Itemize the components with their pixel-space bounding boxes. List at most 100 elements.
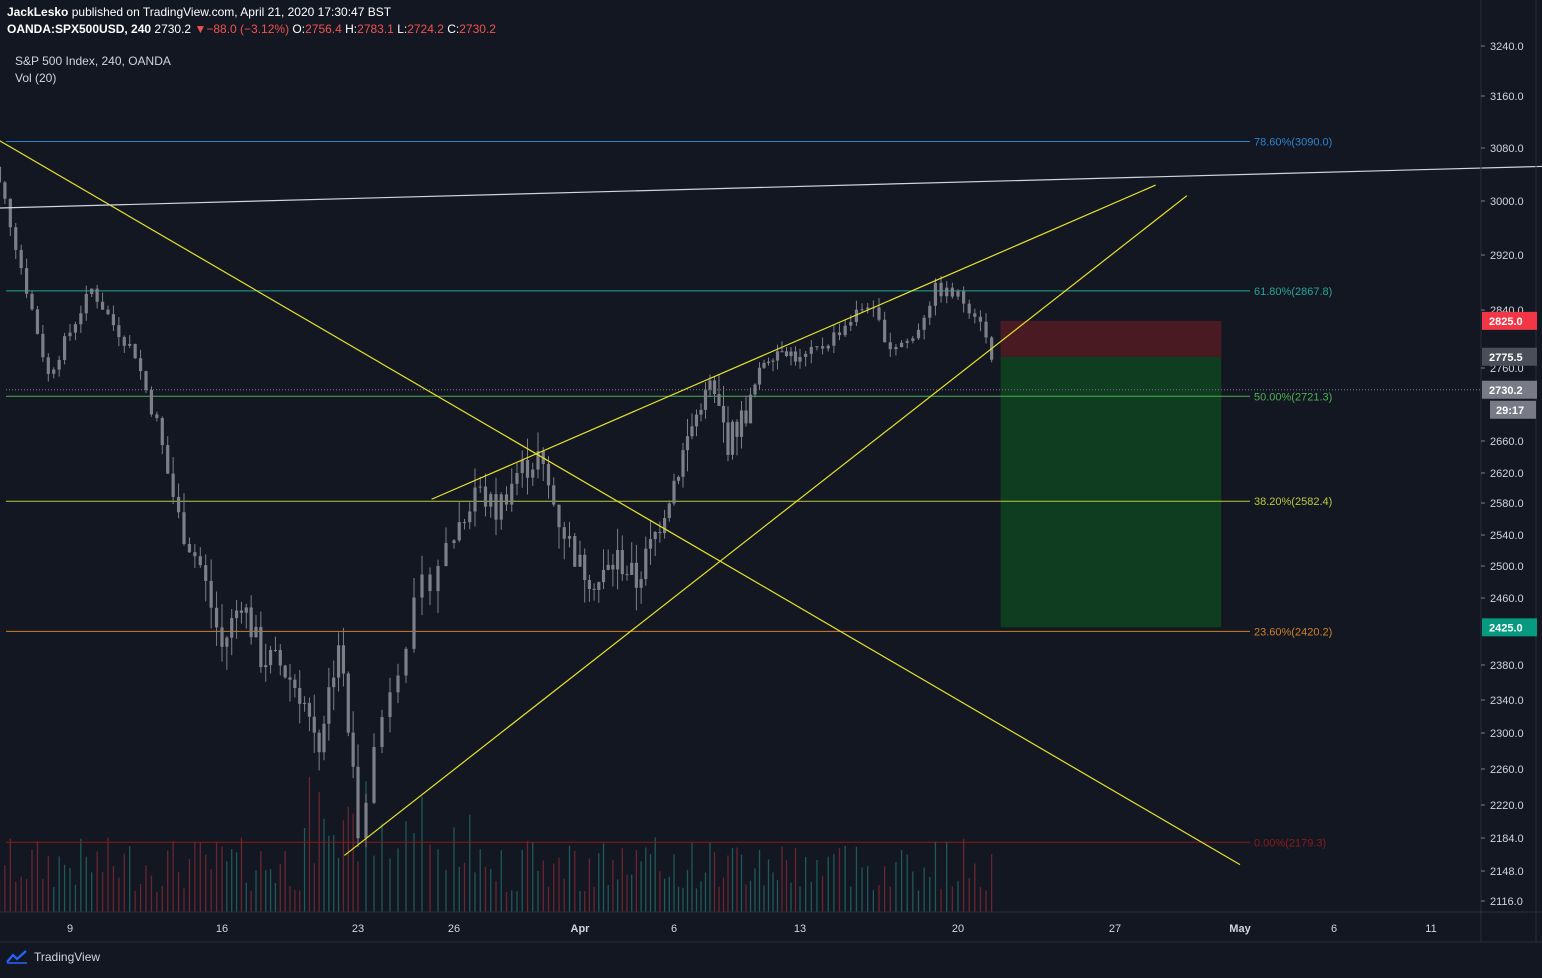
open-value: 2756.4	[305, 22, 342, 36]
candle-body	[8, 198, 12, 228]
candle-body	[322, 723, 326, 753]
brand-name[interactable]: TradingView	[34, 950, 101, 964]
candle-body	[653, 532, 657, 540]
candle-body	[587, 579, 591, 589]
price-tick-label: 2540.0	[1490, 530, 1524, 542]
candle-body	[648, 539, 653, 549]
candle-body	[894, 347, 898, 350]
candle-body	[483, 486, 488, 507]
trendline-channel-top	[0, 165, 1542, 209]
volume-indicator-label[interactable]: Vol (20)	[15, 71, 57, 85]
candle-body	[0, 166, 2, 183]
candle-body	[849, 322, 853, 326]
candle-body	[273, 649, 278, 651]
fib-label: 61.80%(2867.8)	[1254, 286, 1332, 298]
candle-body	[84, 293, 88, 314]
candle-body	[30, 293, 34, 310]
price-tick-label: 2148.0	[1490, 866, 1524, 878]
candle-body	[259, 626, 263, 668]
candle-body	[672, 480, 676, 504]
candle-body	[249, 607, 253, 638]
candle-body	[356, 766, 360, 839]
candle-body	[57, 359, 61, 370]
candle-body	[798, 357, 802, 362]
candle-body	[639, 579, 643, 588]
candle-body	[510, 483, 514, 505]
candle-body	[332, 677, 336, 688]
candle-body	[877, 307, 881, 320]
candle-body	[978, 316, 983, 322]
candle-body	[312, 716, 316, 733]
candle-body	[726, 422, 730, 455]
chart-header: JackLesko published on TradingView.com, …	[7, 4, 496, 38]
time-tick-label: 16	[216, 923, 228, 935]
candle-body	[302, 702, 307, 704]
candle-body	[100, 301, 105, 310]
candle-body	[462, 522, 467, 524]
candle-body	[820, 346, 825, 349]
time-tick-label: May	[1229, 923, 1251, 935]
price-tick-label: 3080.0	[1490, 143, 1524, 155]
candle-body	[293, 679, 297, 688]
price-tick-label: 2620.0	[1490, 468, 1524, 480]
candle-body	[826, 345, 830, 349]
candle-body	[73, 324, 78, 333]
candle-body	[775, 351, 780, 361]
price-label: 2825.0	[1489, 316, 1523, 328]
candle-body	[708, 380, 712, 390]
volume-bars	[0, 776, 993, 912]
price-label: 2775.5	[1489, 352, 1523, 364]
candle-body	[611, 564, 615, 570]
price-label-bg	[1482, 311, 1537, 330]
high-value: 2783.1	[357, 22, 394, 36]
time-tick-label: 23	[352, 923, 364, 935]
candle-body	[837, 332, 842, 336]
pane-title[interactable]: S&P 500 Index, 240, OANDA	[15, 54, 171, 68]
candle-body	[254, 626, 258, 638]
candle-body	[214, 607, 219, 628]
candle-body	[380, 717, 384, 747]
candle-body	[515, 473, 519, 484]
candle-body	[204, 565, 208, 581]
candle-body	[46, 357, 50, 374]
candle-body	[905, 340, 909, 343]
fib-label: 50.00%(2721.3)	[1254, 391, 1332, 403]
candle-body	[489, 494, 493, 507]
symbol-line: OANDA:SPX500USD, 240 2730.2 ▼−88.0 (−3.1…	[7, 21, 496, 38]
candle-body	[504, 494, 509, 505]
low-value: 2724.2	[407, 22, 444, 36]
candle-body	[866, 307, 870, 310]
time-tick-label: 20	[952, 923, 964, 935]
price-tick-label: 2184.0	[1490, 833, 1524, 845]
candle-body	[68, 332, 72, 337]
candle-body	[520, 460, 524, 474]
author-name[interactable]: JackLesko	[7, 5, 69, 19]
down-arrow-icon: ▼	[194, 22, 207, 36]
candle-body	[531, 469, 535, 478]
candle-body	[809, 346, 813, 354]
price-axis: 3240.03160.03080.03000.02920.02840.02760…	[1480, 0, 1537, 942]
publish-line: JackLesko published on TradingView.com, …	[7, 4, 496, 21]
candle-body	[388, 692, 392, 718]
candle-body	[601, 569, 606, 583]
candle-body	[883, 319, 887, 343]
candle-body	[663, 518, 667, 534]
candle-body	[933, 282, 938, 306]
candle-body	[176, 496, 181, 513]
fib-label: 38.20%(2582.4)	[1254, 496, 1332, 508]
candle-body	[860, 309, 864, 311]
price-tick-label: 2340.0	[1490, 695, 1524, 707]
candle-body	[327, 687, 331, 724]
candle-body	[546, 463, 551, 486]
candle-body	[962, 291, 966, 304]
candle-body	[149, 389, 154, 415]
time-tick-label: 26	[448, 923, 460, 935]
candle-body	[25, 268, 29, 294]
candle-body	[762, 362, 766, 368]
candle-body	[699, 409, 703, 415]
candle-body	[784, 351, 789, 357]
candle-body	[444, 543, 448, 567]
pane-legend: S&P 500 Index, 240, OANDA Vol (20)	[15, 53, 171, 87]
candle-body	[160, 418, 164, 446]
